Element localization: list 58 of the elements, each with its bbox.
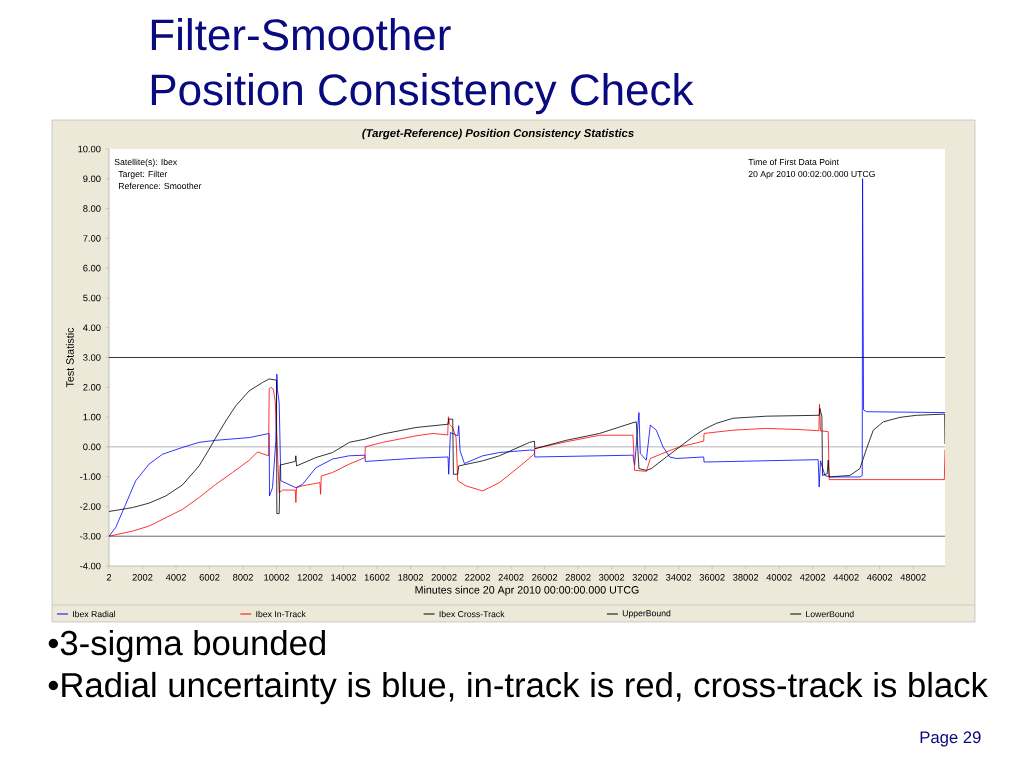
legend-label: Ibex Radial [73, 610, 116, 618]
annotation: Reference: Smoother [118, 182, 202, 190]
x-tick-label: 44002 [833, 574, 859, 581]
text: •Radial uncertainty is blue, in-track is red, cross-track is black [48, 671, 988, 705]
x-tick-label: 32002 [632, 574, 658, 581]
annotation: Time of First Data Point [748, 158, 839, 166]
legend-label: Ibex Cross-Track [439, 610, 505, 618]
x-tick-label: 36002 [699, 574, 725, 581]
text: Page 29 [920, 731, 981, 747]
y-tick-label: 9.00 [83, 175, 101, 183]
x-tick-label: 12002 [297, 574, 323, 581]
annotation: Satellite(s): Ibex [114, 158, 178, 167]
y-tick-label: 4.00 [83, 324, 101, 332]
chart-title: (Target-Reference) Position Consistency Statistics [362, 128, 634, 140]
y-tick-label: -1.00 [80, 473, 101, 480]
y-tick-label: 2.00 [83, 383, 101, 391]
y-tick-label: 0.00 [83, 443, 101, 451]
y-tick-label: -4.00 [80, 562, 101, 570]
x-tick-label: 6002 [199, 574, 220, 581]
annotation: 20 Apr 2010 00:02:00.000 UTCG [748, 170, 875, 179]
x-tick-label: 22002 [465, 574, 491, 581]
x-tick-label: 2 [106, 574, 112, 581]
legend-label: UpperBound [622, 609, 671, 619]
x-tick-label: 48002 [900, 574, 926, 581]
text: Position Consistency Check [151, 73, 694, 115]
x-tick-label: 38002 [733, 574, 759, 581]
x-tick-label: 2002 [132, 574, 153, 581]
x-tick-label: 42002 [799, 574, 826, 581]
y-tick-label: 8.00 [83, 205, 101, 212]
x-tick-label: 30002 [599, 574, 625, 581]
x-tick-label: 26002 [532, 574, 558, 581]
text: Filter-Smoother [151, 18, 451, 51]
y-tick-label: 3.00 [83, 354, 101, 361]
y-tick-label: 5.00 [83, 294, 101, 302]
x-tick-label: 20002 [431, 574, 457, 581]
y-tick-label: 7.00 [83, 235, 101, 242]
x-tick-label: 40002 [766, 574, 792, 581]
x-tick-label: 24002 [498, 574, 524, 581]
annotation: Target: Filter [118, 170, 168, 179]
legend-label: LowerBound [806, 610, 854, 618]
y-tick-label: -2.00 [80, 503, 101, 510]
x-tick-label: 34002 [666, 574, 692, 581]
y-tick-label: -3.00 [80, 532, 101, 540]
y-tick-label: 6.00 [83, 264, 101, 272]
legend-label: Ibex In-Track [256, 610, 306, 618]
x-tick-label: 14002 [331, 574, 357, 581]
x-axis-title: Minutes since 20 Apr 2010 00:00:00.000 UTCG [415, 585, 639, 596]
x-tick-label: 10002 [264, 574, 290, 581]
x-tick-label: 16002 [364, 574, 390, 581]
text: •3-sigma bounded [48, 629, 325, 663]
y-tick-label: 1.00 [83, 413, 101, 421]
x-tick-label: 28002 [565, 574, 591, 581]
y-axis-title: Test Statistic [65, 327, 74, 388]
x-tick-label: 4002 [165, 574, 186, 581]
x-tick-label: 8002 [233, 574, 253, 581]
x-tick-label: 46002 [866, 574, 893, 581]
x-tick-label: 18002 [398, 574, 424, 581]
y-tick-label: 10.00 [78, 145, 101, 153]
